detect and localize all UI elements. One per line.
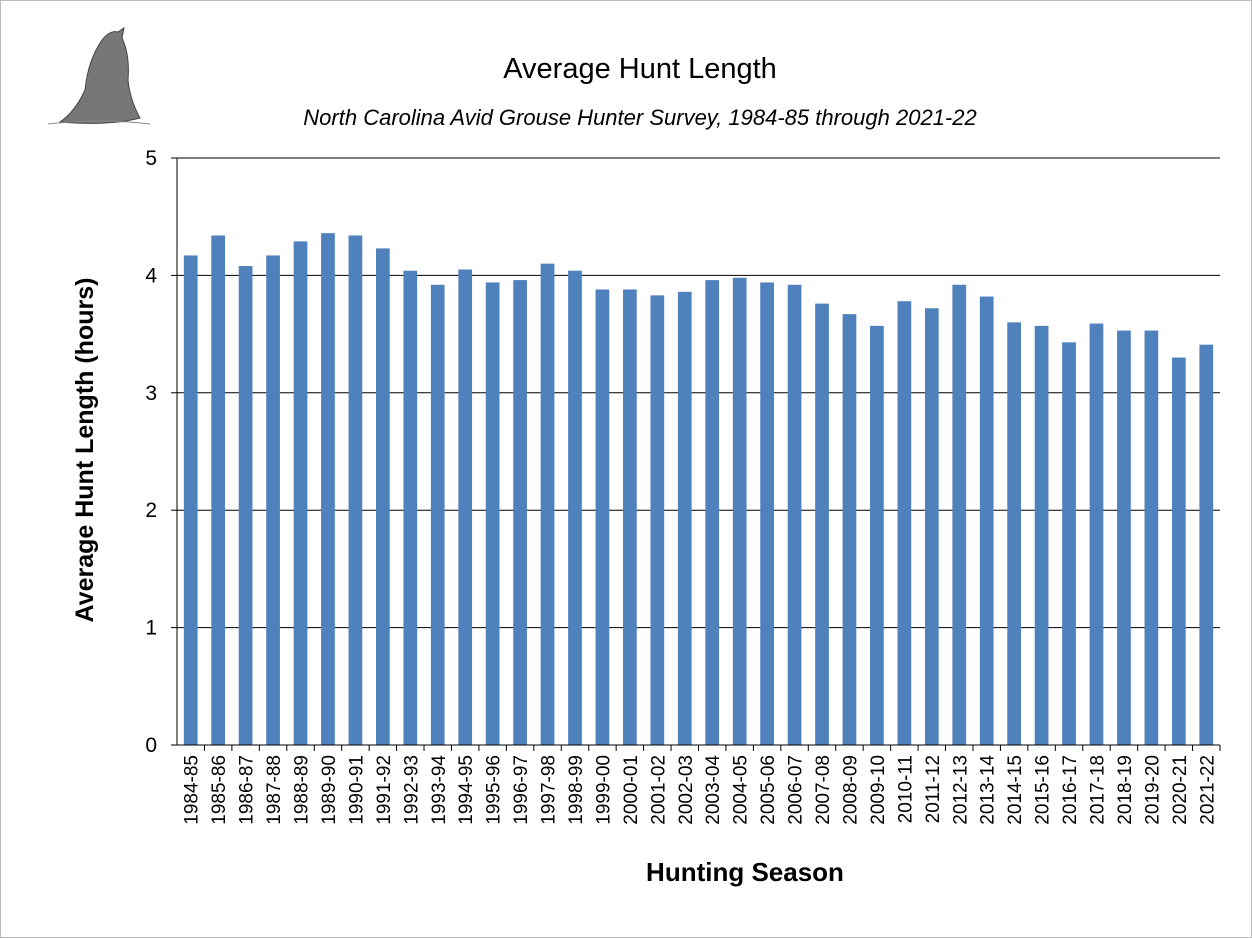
bar [183,255,198,745]
bar [211,235,226,745]
x-tick-label: 1990-91 [346,755,367,825]
x-tick-label: 2002-03 [676,755,697,825]
chart-title: Average Hunt Length [503,53,777,85]
x-tick-label: 2021-22 [1197,755,1218,825]
x-tick-label: 2019-20 [1142,755,1163,825]
x-tick-label: 2010-11 [895,755,916,823]
bar [1062,342,1076,745]
y-axis-label: Average Hunt Length (hours) [71,278,99,623]
x-tick-label: 2005-06 [758,755,779,825]
x-tick-label: 1998-99 [566,755,587,825]
bar [293,241,308,745]
grouse-icon [47,26,151,125]
bar [650,295,665,745]
x-tick-label: 1989-90 [319,755,340,825]
x-tick-label: 1999-00 [593,755,614,825]
x-tick-label: 2004-05 [731,755,752,825]
bar [705,280,720,745]
bar [815,303,829,745]
bar [1007,322,1022,745]
chart-subtitle: North Carolina Avid Grouse Hunter Survey… [303,105,976,130]
bar [238,266,253,745]
x-tick-label: 2020-21 [1170,755,1191,825]
x-tick-label: 2007-08 [813,755,834,825]
bar [430,284,445,745]
bar [1089,323,1104,745]
bar [485,282,500,745]
y-tick-label: 4 [145,264,157,287]
x-tick-label: 2000-01 [621,755,642,825]
x-tick-label: 1995-96 [484,755,505,825]
bar [870,325,884,745]
bar [540,263,555,745]
x-tick-label: 1991-92 [374,755,395,825]
bar [1199,344,1214,745]
x-tick-label: 1994-95 [456,755,477,825]
y-tick-label: 3 [145,382,157,405]
bar [623,289,637,745]
x-tick-label: 1988-89 [292,755,313,825]
bar [321,233,335,746]
bar [952,284,967,745]
x-tick-label: 1996-97 [511,755,532,825]
x-tick-label: 2013-14 [978,755,999,825]
bar [403,270,418,745]
x-tick-label: 2016-17 [1060,755,1081,825]
x-tick-label: 2008-09 [840,755,861,825]
x-tick-label: 2009-10 [868,755,889,825]
x-tick-label: 1992-93 [401,755,422,825]
bar [1144,330,1159,745]
x-tick-label: 1993-94 [429,755,450,825]
bar [1171,357,1186,745]
bar [568,270,582,745]
bar [842,314,857,745]
bar [897,301,912,745]
x-tick-label: 1985-86 [209,755,230,825]
y-tick-label: 0 [145,734,157,757]
bar [787,284,802,745]
x-tick-label: 2015-16 [1033,755,1054,825]
y-tick-label: 5 [145,147,157,170]
x-tick-label: 2001-02 [648,755,669,825]
bar [1034,325,1049,745]
bar [677,291,692,745]
x-tick-label: 1986-87 [237,755,258,825]
x-tick-label: 2006-07 [786,755,807,825]
x-tick-label: 2012-13 [950,755,971,825]
bar [458,269,473,745]
bar [375,248,390,745]
x-tick-label: 1997-98 [539,755,560,825]
x-tick-label: 1987-88 [264,755,285,825]
bar [979,296,994,745]
x-tick-label: 2017-18 [1087,755,1108,825]
x-tick-label: 2018-19 [1115,755,1136,825]
bar [513,280,527,745]
bar [266,255,280,745]
x-tick-label: 1984-85 [182,755,203,825]
bar [595,289,610,745]
bar [924,308,939,745]
x-tick-label: 2011-12 [923,755,944,823]
x-tick-label: 2003-04 [703,755,724,825]
x-tick-label: 2014-15 [1005,755,1026,825]
y-tick-label: 1 [145,617,157,640]
bar [760,282,774,745]
y-tick-label: 2 [145,499,157,522]
bar [348,235,363,745]
bar [732,277,747,745]
x-axis-label: Hunting Season [646,857,844,887]
bar [1117,330,1131,745]
